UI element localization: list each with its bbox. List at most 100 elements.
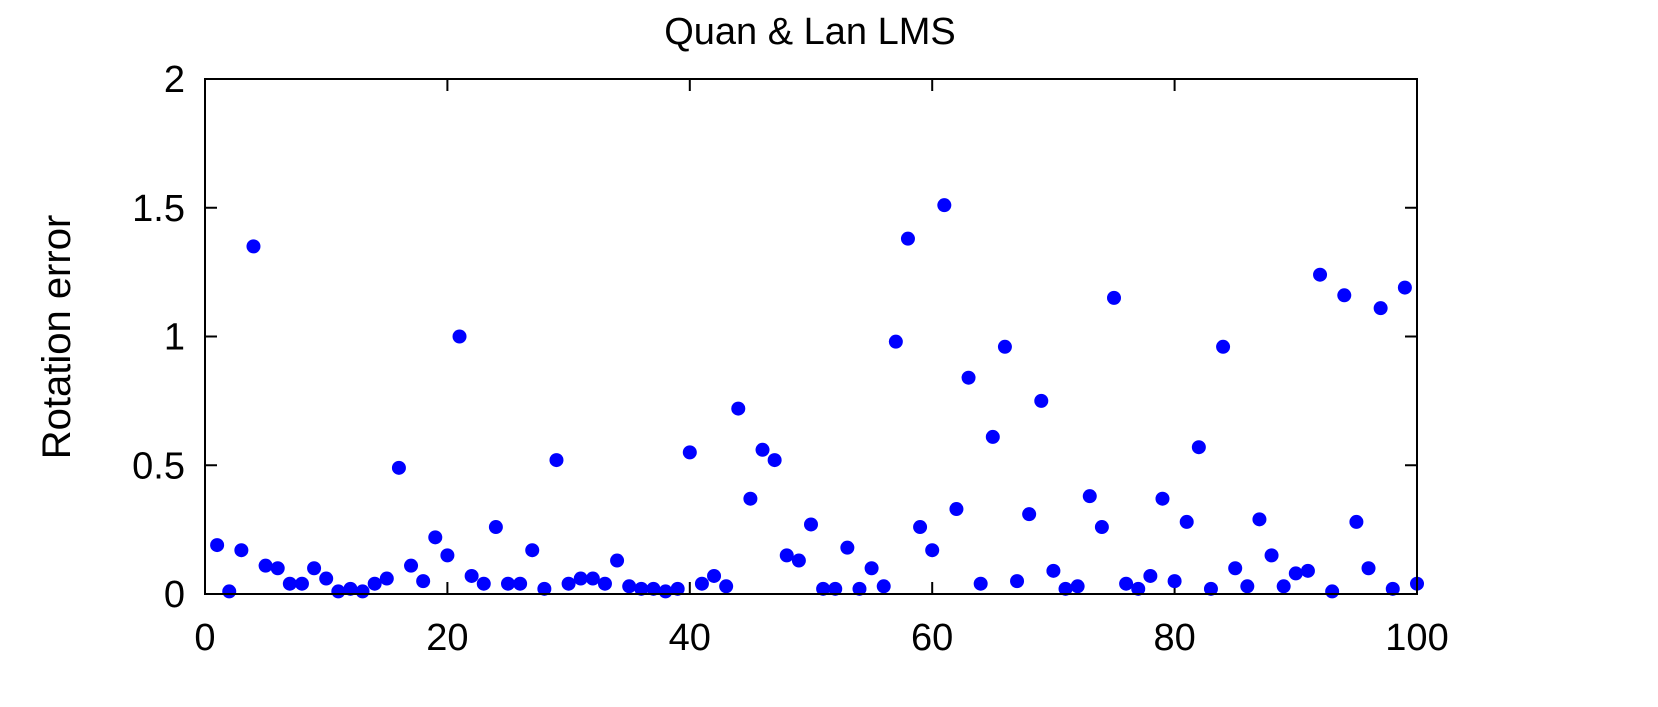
data-point [1082, 489, 1097, 504]
data-point [501, 576, 515, 591]
data-point [1276, 579, 1291, 594]
x-tick-label: 0 [194, 617, 215, 659]
data-point [549, 453, 564, 468]
x-tick-label: 20 [426, 617, 468, 659]
data-point [234, 543, 249, 558]
data-point [513, 576, 528, 591]
data-point [258, 558, 273, 573]
data-point [1337, 288, 1352, 303]
data-point [1228, 561, 1243, 576]
data-point [1264, 548, 1279, 563]
data-point [888, 334, 903, 349]
data-point [1107, 290, 1121, 305]
data-point [416, 574, 431, 589]
data-point [900, 231, 915, 246]
data-point [610, 553, 625, 568]
data-point [343, 581, 358, 596]
data-point [597, 576, 612, 591]
data-point [779, 548, 794, 563]
x-tick-label: 100 [1385, 617, 1448, 659]
data-point [379, 571, 394, 586]
data-point [743, 491, 758, 506]
chart-title: Quan & Lan LMS [664, 11, 956, 53]
data-point [307, 561, 322, 576]
data-point [755, 442, 770, 457]
data-point [1179, 514, 1194, 529]
data-point [840, 540, 855, 555]
data-point [1143, 568, 1158, 583]
data-point [828, 581, 843, 596]
data-point [767, 453, 782, 468]
data-point [1385, 581, 1400, 596]
y-tick-label: 1.5 [132, 188, 185, 230]
data-point [1119, 576, 1134, 591]
data-point [270, 561, 285, 576]
data-point [440, 548, 455, 563]
data-point [1070, 579, 1085, 594]
data-point [452, 329, 467, 344]
y-tick-label: 2 [164, 59, 185, 101]
data-point [949, 502, 964, 517]
data-point [961, 370, 976, 385]
data-point [937, 198, 952, 213]
data-point [246, 239, 261, 254]
data-point [1216, 339, 1231, 354]
data-point [476, 576, 491, 591]
data-point [1325, 584, 1340, 599]
data-point [1191, 440, 1206, 455]
data-point [1300, 563, 1315, 578]
data-point [682, 445, 697, 460]
data-point [294, 576, 309, 591]
data-point [973, 576, 988, 591]
data-point [1349, 514, 1364, 529]
data-point [925, 543, 940, 558]
data-point [1034, 393, 1049, 408]
data-point [1252, 512, 1267, 527]
data-point [791, 553, 806, 568]
data-point [997, 339, 1012, 354]
data-point [1155, 491, 1170, 506]
data-point [1288, 566, 1303, 581]
data-point [1203, 581, 1218, 596]
data-point [634, 581, 649, 596]
data-point [804, 517, 818, 532]
data-points [210, 198, 1424, 599]
data-point [719, 579, 734, 594]
data-point [1240, 579, 1255, 594]
data-point [331, 584, 346, 599]
data-point [864, 561, 879, 576]
data-point [1022, 507, 1037, 522]
data-point [731, 401, 746, 416]
data-point [537, 581, 552, 596]
data-point [670, 581, 685, 596]
x-tick-label: 60 [911, 617, 953, 659]
data-point [585, 571, 600, 586]
data-point [985, 429, 1000, 444]
data-point [404, 558, 419, 573]
data-point [1046, 563, 1061, 578]
data-point [1361, 561, 1376, 576]
data-point [367, 576, 382, 591]
data-point [622, 579, 637, 594]
data-point [573, 571, 588, 586]
data-point [391, 460, 406, 475]
data-point [816, 581, 831, 596]
data-point [876, 579, 891, 594]
plot-area-frame [204, 78, 1418, 595]
data-point [222, 584, 237, 599]
data-point [913, 520, 928, 535]
data-point [210, 538, 225, 553]
data-point [1397, 280, 1412, 295]
data-point [355, 584, 370, 599]
data-point [694, 576, 709, 591]
data-point [428, 530, 443, 545]
data-point [282, 576, 297, 591]
data-point [561, 576, 576, 591]
data-point [1313, 267, 1328, 282]
data-point [1373, 301, 1388, 316]
data-point [707, 568, 722, 583]
data-point [488, 520, 503, 535]
data-point [1094, 520, 1109, 535]
y-tick-label: 0 [164, 574, 185, 616]
